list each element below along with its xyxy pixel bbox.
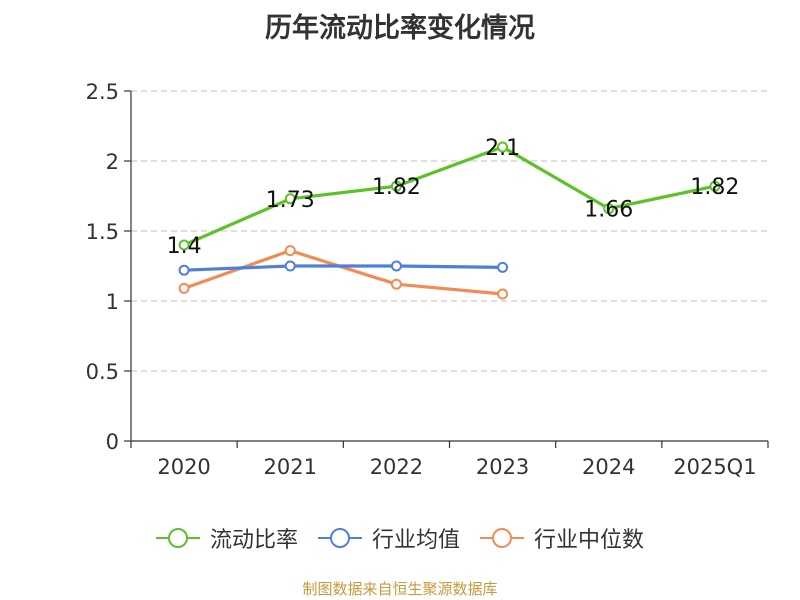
data-point-industry-median	[390, 278, 402, 290]
y-tick-label-3: 1.5	[86, 220, 119, 244]
legend-marker-current-ratio	[155, 528, 200, 548]
data-point-industry-median	[178, 282, 190, 294]
data-point-current-ratio	[497, 141, 509, 153]
data-point-industry-median	[497, 288, 509, 300]
data-label: 1.82	[690, 175, 739, 200]
legend-marker-industry-median	[480, 528, 524, 548]
data-point-current-ratio	[603, 203, 615, 215]
x-tick-label-2: 2022	[370, 455, 423, 479]
series-line-current-ratio	[183, 145, 716, 247]
legend-item-current-ratio[interactable]: 流动比率	[155, 522, 298, 554]
data-label: 1.4	[167, 234, 202, 259]
legend-marker-industry-mean	[317, 528, 362, 548]
data-point-current-ratio	[284, 193, 296, 205]
y-tick-label-4: 2	[106, 150, 119, 174]
series-line-industry-median	[183, 249, 503, 296]
x-tick-label-1: 2021	[264, 455, 317, 479]
data-point-industry-mean	[178, 264, 190, 276]
data-label: 1.66	[584, 198, 633, 223]
chart-title: 历年流动比率变化情况	[265, 13, 535, 44]
y-tick-label-2: 1	[106, 290, 119, 314]
x-tick-label-4: 2024	[582, 455, 635, 479]
legend-label-industry-median: 行业中位数	[534, 528, 645, 553]
series-line-industry-mean	[184, 264, 503, 272]
data-point-current-ratio	[390, 180, 402, 192]
y-tick-label-5: 2.5	[86, 80, 119, 104]
y-tick-label-1: 0.5	[86, 360, 119, 384]
data-point-industry-median	[284, 245, 296, 257]
legend-item-industry-mean[interactable]: 行业均值	[317, 522, 460, 554]
y-tick-label-0: 0	[106, 430, 119, 454]
data-label: 2.1	[485, 136, 520, 161]
x-tick-label-3: 2023	[476, 455, 529, 479]
data-label: 1.73	[266, 188, 315, 213]
source-note: 制图数据来自恒生聚源数据库	[302, 580, 498, 598]
data-point-industry-mean	[284, 260, 296, 272]
legend-label-industry-mean: 行业均值	[371, 528, 460, 553]
data-point-industry-mean	[390, 260, 402, 272]
x-tick-label-0: 2020	[157, 455, 210, 479]
x-tick-label-5: 2025Q1	[673, 455, 756, 479]
data-point-industry-mean	[497, 261, 509, 273]
data-point-current-ratio	[178, 239, 190, 251]
data-point-current-ratio	[709, 180, 721, 192]
data-label: 1.82	[372, 175, 421, 200]
legend-item-industry-median[interactable]: 行业中位数	[480, 522, 644, 554]
legend-label-current-ratio: 流动比率	[209, 528, 298, 553]
legend: 流动比率 行业均值 行业中位数	[0, 520, 800, 556]
